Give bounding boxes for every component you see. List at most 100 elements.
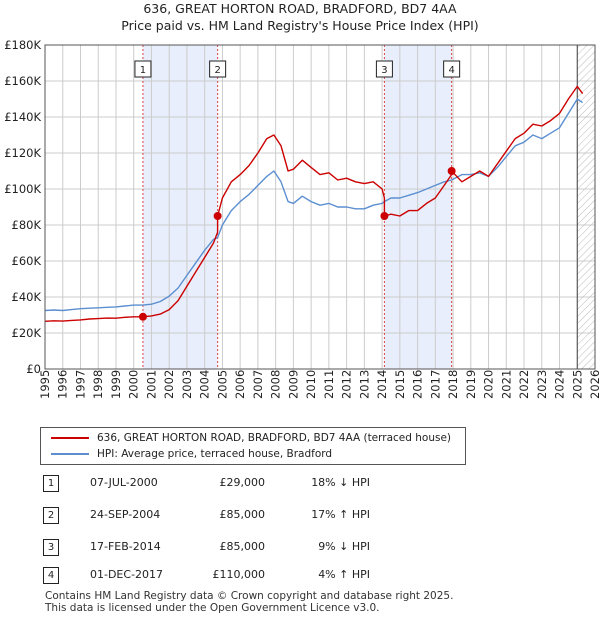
projection-hatch — [576, 45, 595, 369]
x-tick-label: 1998 — [91, 370, 105, 399]
sale-price: £85,000 — [219, 540, 266, 553]
sale-hpi-diff: 18% ↓ HPI — [311, 476, 370, 489]
x-tick-label: 2025 — [570, 370, 584, 399]
licence-line: This data is licensed under the Open Gov… — [45, 602, 380, 614]
x-tick-label: 2006 — [233, 370, 247, 399]
y-tick-label: £20K — [12, 326, 42, 340]
sale-date: 07-JUL-2000 — [90, 476, 158, 489]
sale-number-box — [375, 60, 393, 78]
legend-item-property: 636, GREAT HORTON ROAD, BRADFORD, BD7 4A… — [51, 430, 451, 446]
x-tick-label: 1996 — [56, 370, 70, 399]
sale-point — [447, 167, 456, 175]
x-tick-label: 2003 — [180, 370, 194, 399]
x-tick-label: 2024 — [553, 370, 567, 399]
legend-label-hpi: HPI: Average price, terraced house, Brad… — [97, 448, 333, 460]
sale-price: £29,000 — [219, 476, 266, 489]
x-tick-label: 2019 — [464, 370, 478, 399]
y-tick-label: £60K — [12, 254, 42, 268]
footer-notice: Contains HM Land Registry data © Crown c… — [45, 590, 453, 614]
x-tick-label: 1999 — [109, 370, 123, 399]
sale-number-label: 2 — [214, 65, 220, 76]
y-tick-label: £40K — [12, 290, 42, 304]
x-tick-label: 2009 — [286, 370, 300, 399]
sale-number-label: 4 — [448, 65, 454, 76]
sale-date: 17-FEB-2014 — [90, 540, 161, 553]
projection-area — [577, 45, 595, 369]
sale-hpi-diff: 17% ↑ HPI — [311, 508, 370, 521]
y-tick-label: £140K — [4, 110, 41, 124]
sale-number-badge: 2 — [43, 507, 59, 524]
x-tick-label: 2018 — [446, 370, 460, 399]
property-price-line — [44, 85, 584, 322]
y-tick-label: £0 — [26, 362, 41, 376]
chart-subtitle: Price paid vs. HM Land Registry's House … — [121, 18, 479, 33]
x-tick-label: 2014 — [375, 370, 389, 399]
x-tick-label: 1997 — [73, 370, 87, 399]
sale-date: 24-SEP-2004 — [90, 508, 161, 521]
x-tick-label: 2005 — [215, 370, 229, 399]
sale-price: £110,000 — [212, 568, 266, 581]
axes: £0 £20K £40K £60K £80K £100K £120K £140K £160K £1… — [4, 38, 600, 399]
table-row: 1 07-JUL-2000 £29,000 18% ↓ HPI — [0, 474, 600, 494]
sale-number-label: 3 — [381, 65, 387, 76]
series-lines — [44, 85, 584, 322]
chart-title-block: 636, GREAT HORTON ROAD, BRADFORD, BD7 4A… — [0, 0, 600, 34]
sale-point — [380, 212, 389, 220]
x-tick-label: 1995 — [38, 370, 52, 399]
x-tick-label: 2001 — [144, 370, 158, 399]
sale-number-box — [443, 60, 461, 78]
y-tick-label: £100K — [4, 182, 41, 196]
sale-number-badge: 1 — [43, 475, 59, 492]
sale-date: 01-DEC-2017 — [90, 568, 164, 581]
sale-number-box — [134, 60, 152, 78]
hpi-line — [44, 98, 583, 312]
x-tick-label: 2008 — [269, 370, 283, 399]
sale-hpi-diff: 9% ↓ HPI — [318, 540, 370, 553]
x-tick-label: 2016 — [411, 370, 425, 399]
y-tick-label: £160K — [4, 74, 41, 88]
x-tick-label: 2010 — [304, 370, 318, 399]
sale-number-boxes: 1 2 3 4 — [134, 60, 461, 78]
shaded-periods — [142, 45, 452, 369]
sale-hpi-diff: 4% ↑ HPI — [318, 568, 370, 581]
sale-number-badge: 4 — [43, 567, 59, 584]
legend-swatch-hpi — [51, 453, 89, 455]
sale-price: £85,000 — [219, 508, 266, 521]
sale-point — [138, 312, 147, 321]
table-row: 4 01-DEC-2017 £110,000 4% ↑ HPI — [0, 566, 600, 586]
sale-points — [138, 167, 456, 321]
chart-title: 636, GREAT HORTON ROAD, BRADFORD, BD7 4A… — [143, 1, 457, 16]
legend-swatch-property — [51, 437, 89, 439]
sale-number-box — [209, 60, 227, 78]
sale-number-label: 1 — [140, 65, 146, 76]
x-tick-label: 2021 — [499, 370, 513, 399]
x-tick-label: 2004 — [198, 370, 212, 399]
x-tick-label: 2011 — [322, 370, 336, 399]
y-tick-label: £120K — [4, 146, 41, 160]
x-tick-label: 2013 — [357, 370, 371, 399]
legend-item-hpi: HPI: Average price, terraced house, Brad… — [51, 446, 332, 462]
x-tick-label: 2022 — [517, 370, 531, 399]
x-tick-label: 2020 — [482, 370, 496, 399]
copyright-line: Contains HM Land Registry data © Crown c… — [45, 590, 454, 602]
x-tick-label: 2007 — [251, 370, 265, 399]
grid-lines — [44, 44, 596, 370]
shaded-period — [142, 45, 218, 369]
x-tick-label: 2026 — [588, 370, 600, 399]
x-tick-label: 2023 — [535, 370, 549, 399]
x-tick-label: 2012 — [340, 370, 354, 399]
x-tick-label: 2000 — [127, 370, 141, 399]
x-tick-label: 2015 — [393, 370, 407, 399]
legend: 636, GREAT HORTON ROAD, BRADFORD, BD7 4A… — [40, 427, 466, 465]
plot-frame — [44, 44, 596, 370]
price-chart: 1 2 3 4 £0 £20K £40K £60K £80K £100K £120K £140K £1… — [4, 38, 600, 399]
y-tick-label: £180K — [4, 38, 41, 52]
legend-label-property: 636, GREAT HORTON ROAD, BRADFORD, BD7 4A… — [97, 432, 452, 444]
x-tick-label: 2017 — [428, 370, 442, 399]
x-tick-label: 2002 — [162, 370, 176, 399]
sale-number-badge: 3 — [43, 539, 59, 556]
sale-point — [213, 212, 222, 220]
y-tick-label: £80K — [12, 218, 42, 232]
table-row: 2 24-SEP-2004 £85,000 17% ↑ HPI — [0, 506, 600, 526]
table-row: 3 17-FEB-2014 £85,000 9% ↓ HPI — [0, 538, 600, 558]
